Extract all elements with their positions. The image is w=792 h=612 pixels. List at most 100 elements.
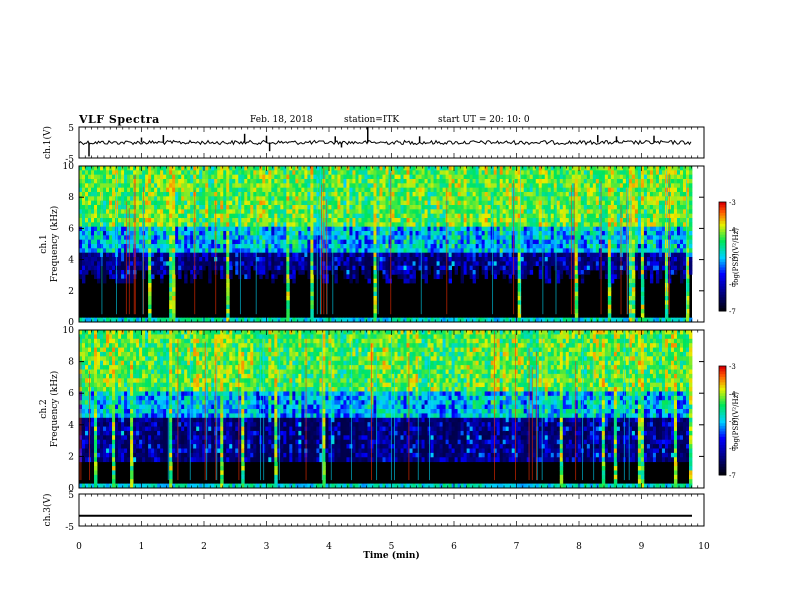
- spectrogram-cell: [460, 166, 465, 171]
- spectrogram-cell: [607, 187, 612, 193]
- spectrogram-cell: [388, 261, 392, 267]
- spectrogram-cell: [274, 231, 278, 236]
- spectrogram-cell: [223, 248, 227, 254]
- spectrogram-cell: [286, 257, 290, 262]
- spectrogram-cell: [463, 226, 468, 232]
- spectrogram-cell: [202, 179, 206, 184]
- spectrogram-cell: [427, 248, 431, 254]
- spectrogram-cell: [163, 170, 167, 176]
- spectrogram-cell: [466, 179, 471, 184]
- spectrogram-cell: [307, 187, 311, 193]
- spectrogram-cell: [505, 209, 510, 215]
- spectrogram-cell: [85, 209, 89, 215]
- spectrogram-cell: [310, 244, 314, 249]
- spectrogram-cell: [472, 257, 477, 262]
- spectrogram-cell: [394, 257, 398, 262]
- spectrogram-cell: [517, 239, 522, 245]
- spectrogram-cell: [400, 239, 404, 245]
- spectrogram-cell: [235, 209, 239, 215]
- spectrogram-cell: [271, 261, 275, 267]
- spectrogram-cell: [97, 261, 101, 267]
- spectrogram-cell: [334, 174, 338, 180]
- spectrogram-cell: [148, 235, 152, 241]
- spectrogram-cell: [154, 213, 158, 219]
- spectrogram-cell: [79, 183, 83, 189]
- spectrogram-cell: [247, 192, 251, 197]
- spectrogram-cell: [442, 239, 446, 245]
- spectrogram-cell: [127, 174, 131, 180]
- spectrogram-cell: [298, 170, 302, 176]
- spectrogram-cell: [595, 226, 600, 232]
- spectrogram-cell: [289, 192, 293, 197]
- spectrogram-cell: [247, 200, 251, 206]
- spectrogram-cell: [391, 239, 395, 245]
- spectrogram-cell: [169, 261, 173, 267]
- spectrogram-cell: [238, 209, 242, 215]
- spectrogram-cell: [187, 192, 191, 197]
- spectrogram-cell: [559, 265, 564, 271]
- spectrogram-cell: [547, 278, 552, 284]
- spectrogram-cell: [184, 261, 188, 267]
- spectrogram-cell: [472, 252, 477, 258]
- spectrogram-cell: [271, 179, 275, 184]
- spectrogram-cell: [121, 187, 125, 193]
- spectrogram-cell: [274, 252, 278, 258]
- spectrogram-cell: [556, 317, 561, 323]
- spectrogram-cell: [283, 265, 287, 271]
- spectrogram-cell: [496, 213, 501, 219]
- spectrogram-cell: [112, 187, 116, 193]
- spectrogram-cell: [469, 196, 474, 202]
- spectrogram-cell: [295, 235, 299, 241]
- spectrogram-cell: [124, 174, 128, 180]
- spectrogram-cell: [172, 261, 176, 267]
- spectrogram-cell: [442, 179, 446, 184]
- spectrogram-cell: [514, 239, 519, 245]
- spectrogram-cell: [286, 278, 290, 284]
- spectrogram-cell: [391, 226, 395, 232]
- spectrogram-cell: [526, 257, 531, 262]
- spectrogram-cell: [520, 248, 525, 254]
- spectrogram-cell: [388, 244, 392, 249]
- spectrogram-cell: [244, 235, 248, 241]
- spectrogram-cell: [247, 248, 251, 254]
- spectrogram-cell: [550, 218, 555, 223]
- spectrogram-cell: [601, 235, 606, 241]
- spectrogram-cell: [184, 200, 188, 206]
- spectrogram-cell: [91, 196, 95, 202]
- spectrogram-cell: [124, 192, 128, 197]
- spectrogram-cell: [397, 317, 401, 323]
- spectrogram-cell: [544, 200, 549, 206]
- spectrogram-cell: [394, 248, 398, 254]
- spectrogram-cell: [157, 239, 161, 245]
- spectrogram-cell: [616, 244, 621, 249]
- spectrogram-cell: [520, 265, 525, 271]
- spectrogram-cell: [175, 265, 179, 271]
- spectrogram-cell: [82, 226, 86, 232]
- spectrogram-cell: [385, 218, 389, 223]
- spectrogram-cell: [439, 200, 443, 206]
- spectrogram-cell: [202, 239, 206, 245]
- spectrogram-cell: [409, 270, 413, 275]
- spectrogram-cell: [142, 166, 146, 171]
- spectrogram-cell: [499, 226, 504, 232]
- spectrogram-cell: [244, 166, 248, 171]
- spectrogram-cell: [265, 196, 269, 202]
- spectrogram-cell: [391, 179, 395, 184]
- spectrogram-cell: [382, 231, 386, 236]
- spectrogram-cell: [523, 187, 528, 193]
- spectrogram-cell: [202, 261, 206, 267]
- spectrogram-cell: [340, 244, 344, 249]
- spectrogram-cell: [199, 192, 203, 197]
- spectrogram-cell: [139, 218, 143, 223]
- spectrogram-cell: [214, 187, 218, 193]
- spectrogram-cell: [559, 205, 564, 210]
- spectrogram-cell: [523, 231, 528, 236]
- spectrogram-cell: [223, 317, 227, 323]
- spectrogram-cell: [583, 261, 588, 267]
- spectrogram-cell: [364, 187, 368, 193]
- spectrogram-cell: [412, 222, 416, 228]
- spectrogram-cell: [280, 222, 284, 228]
- spectrogram-cell: [145, 213, 149, 219]
- spectrogram-cell: [220, 261, 224, 267]
- spectrogram-cell: [280, 257, 284, 262]
